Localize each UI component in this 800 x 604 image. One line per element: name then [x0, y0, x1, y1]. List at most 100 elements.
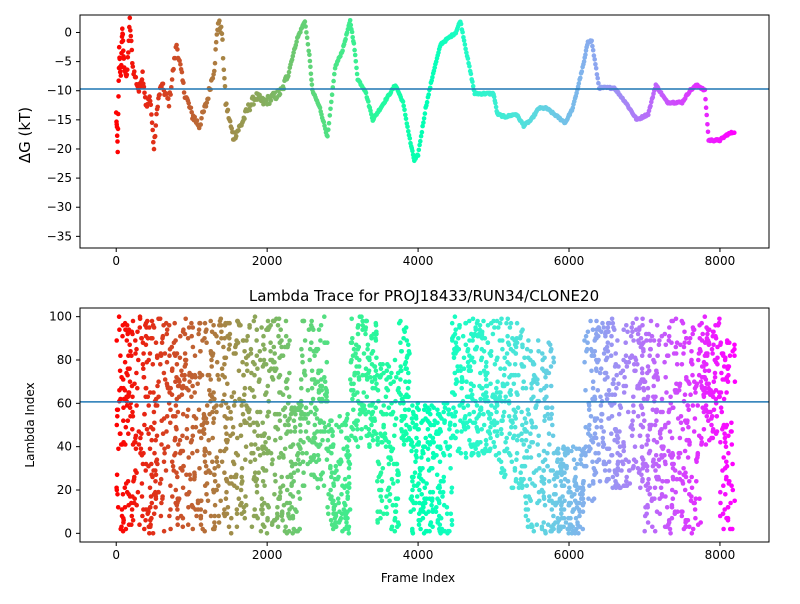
lambda-point [633, 357, 639, 363]
lambda-point [152, 450, 157, 456]
lambda-point [407, 424, 412, 430]
lambda-point [204, 481, 210, 486]
lambda-point [235, 340, 241, 346]
lambda-point [163, 320, 169, 326]
lambda-point [571, 457, 577, 463]
lambda-point [216, 340, 221, 346]
lambda-point [479, 336, 485, 341]
lambda-point [584, 463, 589, 469]
lambda-point [153, 489, 158, 495]
delta-g-point [419, 129, 425, 135]
lambda-point [627, 355, 633, 361]
lambda-point [589, 368, 594, 374]
lambda-point [642, 513, 648, 519]
lambda-point [368, 416, 374, 421]
lambda-point [127, 494, 133, 499]
lambda-point [492, 362, 498, 367]
delta-g-point [152, 133, 158, 139]
lambda-point [518, 476, 524, 482]
delta-g-point [591, 53, 597, 58]
lambda-point [501, 372, 507, 378]
lambda-point [289, 463, 295, 469]
lambda-point [684, 420, 690, 426]
lambda-point [447, 427, 452, 432]
lambda-point [218, 498, 223, 504]
lambda-point [164, 327, 170, 333]
lambda-point [651, 383, 656, 389]
lambda-point [263, 468, 269, 473]
lambda-point [208, 318, 213, 324]
lambda-point [430, 489, 436, 495]
delta-g-point [116, 78, 121, 83]
lambda-point [529, 420, 535, 426]
delta-g-point [115, 139, 120, 144]
lambda-point [637, 325, 642, 330]
lambda-point [558, 466, 564, 471]
lambda-point [177, 383, 182, 389]
lambda-point [137, 522, 142, 527]
lambda-point [630, 329, 635, 335]
lambda-point [624, 323, 629, 328]
lambda-point [202, 509, 208, 514]
lambda-point [401, 442, 407, 447]
lambda-point [299, 403, 304, 408]
lambda-point [331, 511, 336, 517]
lambda-point [707, 327, 712, 333]
lambda-point [122, 359, 128, 365]
lambda-point [512, 433, 517, 439]
lambda-point [355, 331, 361, 337]
lambda-point [150, 336, 155, 341]
lambda-point [331, 442, 336, 447]
lambda-point [285, 418, 291, 424]
delta-g-point [463, 46, 468, 52]
lambda-point [273, 437, 278, 443]
lambda-point [198, 522, 204, 527]
lambda-point [446, 407, 451, 413]
lambda-point [461, 405, 467, 411]
lambda-point [659, 453, 664, 458]
lambda-point [666, 420, 671, 426]
lambda-point [687, 479, 692, 484]
delta-g-point [177, 58, 182, 64]
lambda-point [186, 455, 191, 460]
lambda-point [581, 479, 586, 484]
lambda-point [430, 496, 435, 502]
lambda-point [475, 333, 481, 339]
lambda-point [703, 385, 708, 391]
lambda-point [204, 340, 209, 346]
lambda-point [249, 524, 255, 530]
delta-g-point [133, 74, 139, 80]
lambda-point [646, 331, 652, 337]
lambda-point [580, 509, 586, 514]
lambda-point [566, 489, 571, 495]
lambda-point [723, 440, 728, 445]
lambda-point [399, 349, 405, 354]
lambda-point [305, 388, 311, 393]
delta-g-point [168, 92, 173, 97]
lambda-point [260, 420, 266, 426]
lambda-point [341, 507, 347, 512]
lambda-point [520, 342, 525, 348]
lambda-point [701, 409, 707, 415]
lambda-point [392, 422, 398, 428]
lambda-point [254, 338, 259, 343]
lambda-point [641, 340, 646, 346]
lambda-point [693, 496, 699, 502]
lambda-point [148, 518, 153, 523]
lambda-point [413, 416, 419, 421]
lambda-point [156, 379, 161, 385]
lambda-point [541, 520, 546, 525]
lambda-point [245, 333, 250, 339]
lambda-point [164, 331, 170, 337]
lambda-point [613, 485, 619, 491]
lambda-point [144, 427, 150, 432]
lambda-point [714, 414, 720, 419]
lambda-point [547, 442, 552, 447]
lambda-point [359, 427, 365, 432]
lambda-point [598, 403, 604, 408]
lambda-point [404, 338, 410, 343]
lambda-point [345, 411, 350, 417]
lambda-point [570, 444, 576, 450]
lambda-point [189, 333, 194, 339]
lambda-point [248, 351, 254, 356]
